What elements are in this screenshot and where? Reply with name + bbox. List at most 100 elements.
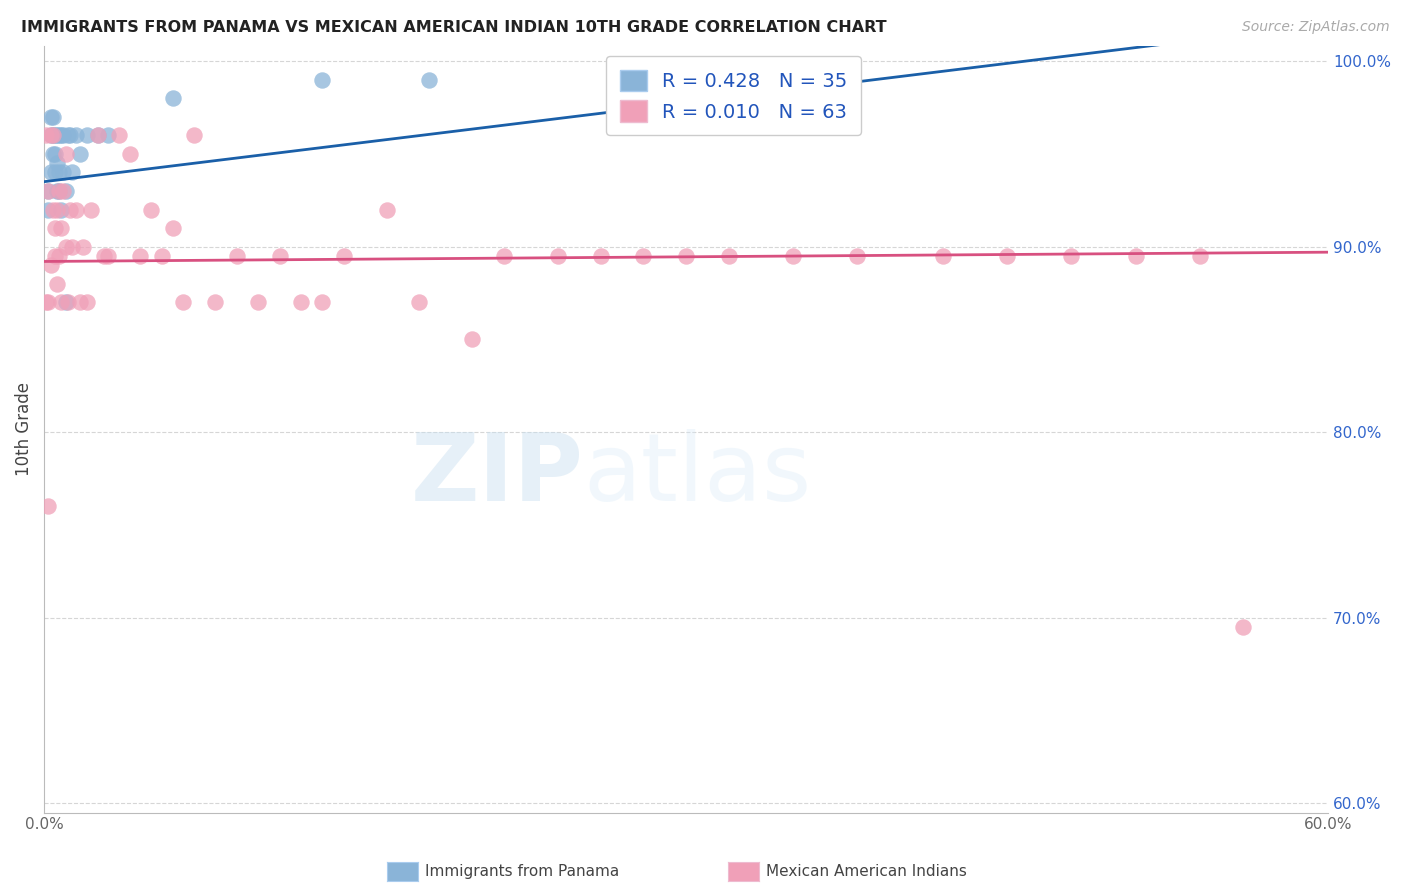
Point	[51, 221, 73, 235]
Point	[846, 249, 869, 263]
Point	[39, 110, 62, 124]
Point	[60, 239, 83, 253]
Point	[55, 146, 77, 161]
Point	[139, 202, 162, 217]
Point	[162, 91, 184, 105]
Point	[589, 249, 612, 263]
Point	[995, 249, 1018, 263]
Point	[547, 249, 569, 263]
Point	[48, 128, 70, 143]
Point	[408, 295, 430, 310]
Point	[225, 249, 247, 263]
Point	[55, 239, 77, 253]
Point	[1125, 249, 1147, 263]
Point	[39, 258, 62, 272]
Point	[76, 295, 98, 310]
Point	[52, 128, 75, 143]
Point	[675, 249, 697, 263]
Point	[44, 128, 66, 143]
Point	[37, 184, 59, 198]
Point	[332, 249, 354, 263]
Point	[56, 128, 79, 143]
Point	[55, 184, 77, 198]
Point	[59, 202, 82, 217]
Point	[633, 249, 655, 263]
Text: atlas: atlas	[583, 429, 811, 521]
Point	[44, 221, 66, 235]
Point	[494, 249, 516, 263]
Point	[48, 184, 70, 198]
Point	[41, 202, 63, 217]
Point	[65, 128, 87, 143]
Point	[69, 146, 91, 161]
Point	[311, 295, 333, 310]
Point	[65, 202, 87, 217]
Point	[86, 128, 108, 143]
Point	[1188, 249, 1211, 263]
Point	[1232, 620, 1254, 634]
Point	[172, 295, 194, 310]
Point	[93, 249, 115, 263]
Point	[97, 128, 120, 143]
Text: ZIP: ZIP	[411, 429, 583, 521]
Point	[183, 128, 205, 143]
Point	[37, 295, 59, 310]
Point	[51, 295, 73, 310]
Point	[80, 202, 103, 217]
Point	[204, 295, 226, 310]
Point	[41, 128, 63, 143]
Point	[162, 221, 184, 235]
Point	[76, 128, 98, 143]
Point	[39, 165, 62, 179]
Text: IMMIGRANTS FROM PANAMA VS MEXICAN AMERICAN INDIAN 10TH GRADE CORRELATION CHART: IMMIGRANTS FROM PANAMA VS MEXICAN AMERIC…	[21, 20, 887, 35]
Point	[86, 128, 108, 143]
Legend: R = 0.428   N = 35, R = 0.010   N = 63: R = 0.428 N = 35, R = 0.010 N = 63	[606, 56, 862, 136]
Point	[44, 165, 66, 179]
Point	[46, 156, 69, 170]
Point	[41, 110, 63, 124]
Point	[44, 146, 66, 161]
Point	[129, 249, 152, 263]
Point	[35, 295, 58, 310]
Text: Mexican American Indians: Mexican American Indians	[766, 864, 967, 879]
Point	[72, 239, 94, 253]
Point	[290, 295, 312, 310]
Point	[48, 184, 70, 198]
Point	[150, 249, 173, 263]
Point	[97, 249, 120, 263]
Point	[46, 184, 69, 198]
Point	[51, 128, 73, 143]
Point	[35, 128, 58, 143]
Point	[52, 184, 75, 198]
Point	[108, 128, 131, 143]
Point	[39, 128, 62, 143]
Point	[418, 72, 440, 87]
Text: Source: ZipAtlas.com: Source: ZipAtlas.com	[1241, 20, 1389, 34]
Point	[269, 249, 291, 263]
Point	[37, 202, 59, 217]
Point	[782, 249, 804, 263]
Point	[46, 202, 69, 217]
Point	[247, 295, 270, 310]
Y-axis label: 10th Grade: 10th Grade	[15, 383, 32, 476]
Point	[37, 184, 59, 198]
Point	[717, 249, 740, 263]
Point	[59, 128, 82, 143]
Point	[48, 249, 70, 263]
Point	[46, 128, 69, 143]
Point	[311, 72, 333, 87]
Point	[46, 277, 69, 291]
Point	[55, 295, 77, 310]
Point	[51, 202, 73, 217]
Point	[461, 332, 484, 346]
Text: Immigrants from Panama: Immigrants from Panama	[425, 864, 619, 879]
Point	[1060, 249, 1083, 263]
Point	[375, 202, 398, 217]
Point	[44, 249, 66, 263]
Point	[118, 146, 141, 161]
Point	[69, 295, 91, 310]
Point	[41, 128, 63, 143]
Point	[56, 295, 79, 310]
Point	[52, 165, 75, 179]
Point	[41, 146, 63, 161]
